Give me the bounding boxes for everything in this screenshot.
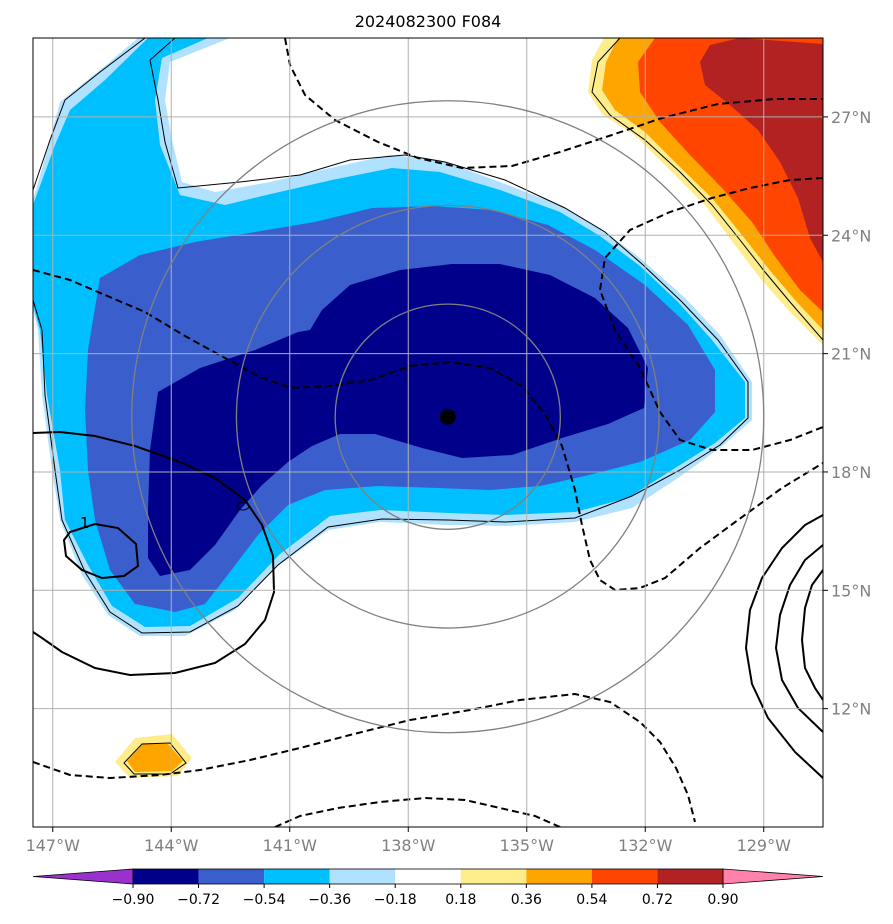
contour-label-1: 1 xyxy=(80,514,90,532)
range-rings xyxy=(131,100,765,734)
solid-contour-left xyxy=(33,430,276,677)
plot-area: 1 xyxy=(33,38,823,827)
colorbar-block-4 xyxy=(395,869,461,884)
colorbar-label-3: −0.36 xyxy=(308,892,351,908)
thin-contour-pos-blob xyxy=(123,742,187,775)
x-tick-label-1: 144°W xyxy=(144,836,199,855)
colorbar-block-6 xyxy=(526,869,592,884)
colorbar-frame xyxy=(132,868,724,885)
plot-frame xyxy=(32,37,824,828)
solid-contour-small xyxy=(62,522,140,580)
fill-p072-p090 xyxy=(700,38,823,262)
colorbar-block-7 xyxy=(591,869,658,884)
range-ring-0 xyxy=(334,303,561,530)
fill-p036-p054-blob xyxy=(127,744,183,772)
y-tick-label-5: 27°N xyxy=(831,108,871,127)
colorbar-block-0 xyxy=(133,869,199,884)
colorbar-label-8: 0.72 xyxy=(642,892,673,908)
y-tick-label-3: 21°N xyxy=(831,345,871,364)
solid-contour-right-2 xyxy=(774,544,823,733)
colorbar-label-5: 0.18 xyxy=(445,892,476,908)
gridlines xyxy=(33,38,823,827)
x-tick-label-6: 129°W xyxy=(737,836,792,855)
colorbar-block-5 xyxy=(460,869,527,884)
colorbar-extend-min xyxy=(32,868,134,885)
colorbar-block-1 xyxy=(198,869,265,884)
colorbar: −0.90 −0.72 −0.54 −0.36 −0.18 0.18 0.36 0.54 0.7… xyxy=(32,868,824,908)
x-axis: 147°W 144°W 141°W 138°W 135°W 132°W 129°W xyxy=(26,827,792,855)
dashed-contour-1 xyxy=(284,38,823,170)
dashed-contours xyxy=(33,38,823,827)
fill-m090-m072 xyxy=(148,264,648,576)
colorbar-label-9: 0.90 xyxy=(707,892,738,908)
range-ring-2 xyxy=(131,100,765,734)
dashed-contour-5 xyxy=(274,796,561,827)
colorbar-label-2: −0.54 xyxy=(243,892,286,908)
range-ring-1 xyxy=(235,204,660,629)
dashed-contour-4 xyxy=(33,692,696,823)
chart-title: 2024082300 F084 xyxy=(355,12,502,31)
thin-contour-pos xyxy=(591,38,823,341)
colorbar-label-1: −0.72 xyxy=(177,892,220,908)
colorbar-label-6: 0.36 xyxy=(511,892,542,908)
solid-contours xyxy=(33,430,823,779)
colorbar-extend-max xyxy=(722,868,824,885)
solid-contour-right-3 xyxy=(800,569,823,701)
x-tick-label-5: 132°W xyxy=(618,836,673,855)
y-tick-label-2: 18°N xyxy=(831,463,871,482)
solid-contour-right-1 xyxy=(744,514,823,779)
colorbar-label-0: −0.90 xyxy=(112,892,155,908)
colorbar-label-4: −0.18 xyxy=(374,892,417,908)
dashed-contour-3 xyxy=(598,177,823,451)
x-tick-label-2: 141°W xyxy=(263,836,318,855)
contour-small-oval xyxy=(236,501,250,511)
dashed-contour-2 xyxy=(33,269,823,592)
colorbar-block-3 xyxy=(329,869,396,884)
colorbar-label-7: 0.54 xyxy=(576,892,607,908)
y-tick-label-1: 15°N xyxy=(831,581,871,600)
y-axis: 12°N 15°N 18°N 21°N 24°N 27°N xyxy=(823,108,871,719)
x-tick-label-0: 147°W xyxy=(26,836,81,855)
thin-contour-neg xyxy=(33,38,749,634)
x-tick-label-3: 138°W xyxy=(381,836,436,855)
x-tick-label-4: 135°W xyxy=(500,836,555,855)
y-tick-label-4: 24°N xyxy=(831,226,871,245)
storm-center-marker xyxy=(439,408,456,425)
y-tick-label-0: 12°N xyxy=(831,700,871,719)
colorbar-block-2 xyxy=(264,869,330,884)
colorbar-block-8 xyxy=(657,869,723,884)
